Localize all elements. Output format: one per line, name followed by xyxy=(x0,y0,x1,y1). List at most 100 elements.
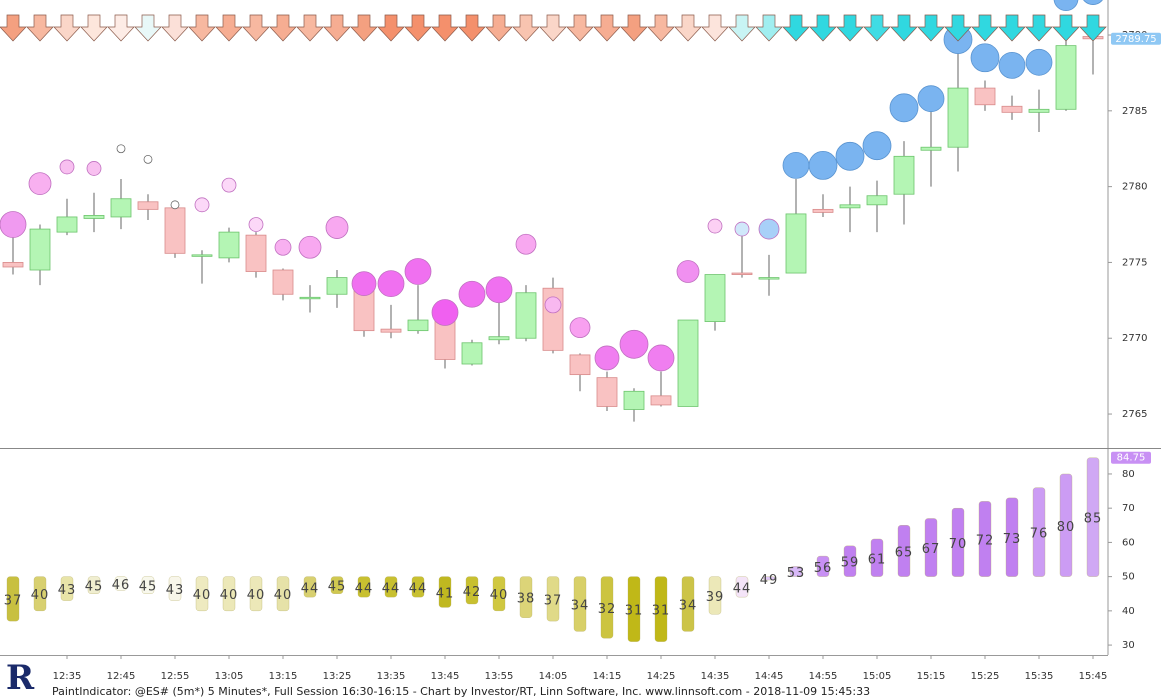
signal-arrow xyxy=(863,14,891,42)
signal-dot xyxy=(647,344,675,372)
value-label: 31 xyxy=(625,604,644,619)
signal-arrow xyxy=(593,14,621,42)
signal-dot xyxy=(515,233,537,255)
candle-body xyxy=(866,195,888,206)
signal-arrow xyxy=(809,14,837,42)
candle-body xyxy=(326,277,348,295)
oscillator-bar xyxy=(519,576,533,618)
signal-dot xyxy=(28,172,52,195)
x-tick-label: 14:35 xyxy=(701,671,730,682)
candle-body xyxy=(623,390,645,410)
signal-arrow xyxy=(458,14,486,42)
oscillator-bar xyxy=(627,576,641,642)
value-label: 34 xyxy=(679,599,698,614)
value-label: 43 xyxy=(166,583,185,598)
y-tick-label: 2785 xyxy=(1122,106,1147,117)
x-tick-label: 13:15 xyxy=(269,671,298,682)
candle-body xyxy=(677,319,699,407)
value-label: 37 xyxy=(4,593,23,608)
value-label: 45 xyxy=(328,580,347,595)
candle-body xyxy=(380,328,402,333)
value-label: 72 xyxy=(976,533,995,548)
signal-arrow xyxy=(647,14,675,42)
candle-body xyxy=(137,201,159,210)
y-tick-label: 40 xyxy=(1122,606,1135,617)
value-label: 73 xyxy=(1003,532,1022,547)
signal-dot xyxy=(170,200,180,210)
signal-dot xyxy=(458,280,486,308)
value-label: 40 xyxy=(274,588,293,603)
last-price-label: 2789.75 xyxy=(1115,34,1156,45)
candle-body xyxy=(920,146,942,151)
oscillator-bar xyxy=(1059,473,1073,577)
signal-arrow xyxy=(512,14,540,42)
value-label: 40 xyxy=(490,588,509,603)
value-label: 49 xyxy=(760,573,779,588)
oscillator-bar xyxy=(33,576,47,612)
oscillator-bar xyxy=(843,545,857,577)
signal-dot xyxy=(707,218,723,234)
value-label: 45 xyxy=(85,580,104,595)
oscillator-bar xyxy=(897,525,911,577)
oscillator-bar xyxy=(60,576,74,601)
footer: PaintIndicator: @ES# (5m*) 5 Minutes*, F… xyxy=(52,685,870,698)
x-tick-label: 14:15 xyxy=(593,671,622,682)
value-label: 40 xyxy=(193,588,212,603)
value-label: 40 xyxy=(220,588,239,603)
signal-dot xyxy=(835,141,865,171)
candle-body xyxy=(272,269,294,295)
oscillator-bar xyxy=(816,555,830,577)
candle-body xyxy=(461,342,483,365)
signal-arrow xyxy=(296,14,324,42)
signal-arrow xyxy=(188,14,216,42)
candle-body xyxy=(1055,45,1077,110)
x-tick-label: 15:15 xyxy=(917,671,946,682)
signal-dot xyxy=(594,345,620,371)
signal-dot xyxy=(59,159,75,175)
value-label: 44 xyxy=(301,581,320,596)
value-label: 41 xyxy=(436,587,455,602)
y-tick-label: 50 xyxy=(1122,572,1135,583)
oscillator-bar xyxy=(357,576,371,598)
oscillator-bar xyxy=(1032,487,1046,577)
oscillator-bar xyxy=(573,576,587,632)
candle-body xyxy=(947,87,969,148)
oscillator-bar xyxy=(249,576,263,612)
x-tick-label: 14:55 xyxy=(809,671,838,682)
signal-arrow xyxy=(404,14,432,42)
value-label: 59 xyxy=(841,556,860,571)
signal-arrow xyxy=(566,14,594,42)
oscillator-bar xyxy=(114,576,128,591)
candle-body xyxy=(596,377,618,407)
value-label: 31 xyxy=(652,604,671,619)
oscillator-bar xyxy=(276,576,290,612)
candle-body xyxy=(893,155,915,195)
signal-arrow xyxy=(26,14,54,42)
value-label: 34 xyxy=(571,599,590,614)
signal-arrow xyxy=(242,14,270,42)
candle-body xyxy=(515,292,537,339)
candle-body xyxy=(2,262,24,268)
y-tick-label: 2770 xyxy=(1122,333,1147,344)
signal-arrow xyxy=(107,14,135,42)
logo: R xyxy=(6,658,44,698)
signal-arrow xyxy=(350,14,378,42)
x-tick-label: 15:05 xyxy=(863,671,892,682)
last-price-tag xyxy=(1111,32,1161,45)
x-tick-label: 15:25 xyxy=(971,671,1000,682)
oscillator-bar xyxy=(654,576,668,642)
oscillator-bar xyxy=(492,576,506,612)
signal-dot xyxy=(351,271,377,297)
oscillator-bar xyxy=(708,576,722,615)
signal-arrow xyxy=(431,14,459,42)
x-tick-label: 14:25 xyxy=(647,671,676,682)
x-tick-label: 13:45 xyxy=(431,671,460,682)
oscillator-bar xyxy=(141,576,155,594)
value-label: 76 xyxy=(1030,527,1049,542)
signal-dot xyxy=(431,299,459,326)
oscillator-bar xyxy=(789,566,803,577)
x-tick-label: 13:35 xyxy=(377,671,406,682)
value-label: 46 xyxy=(112,578,131,593)
value-label: 80 xyxy=(1057,520,1076,535)
